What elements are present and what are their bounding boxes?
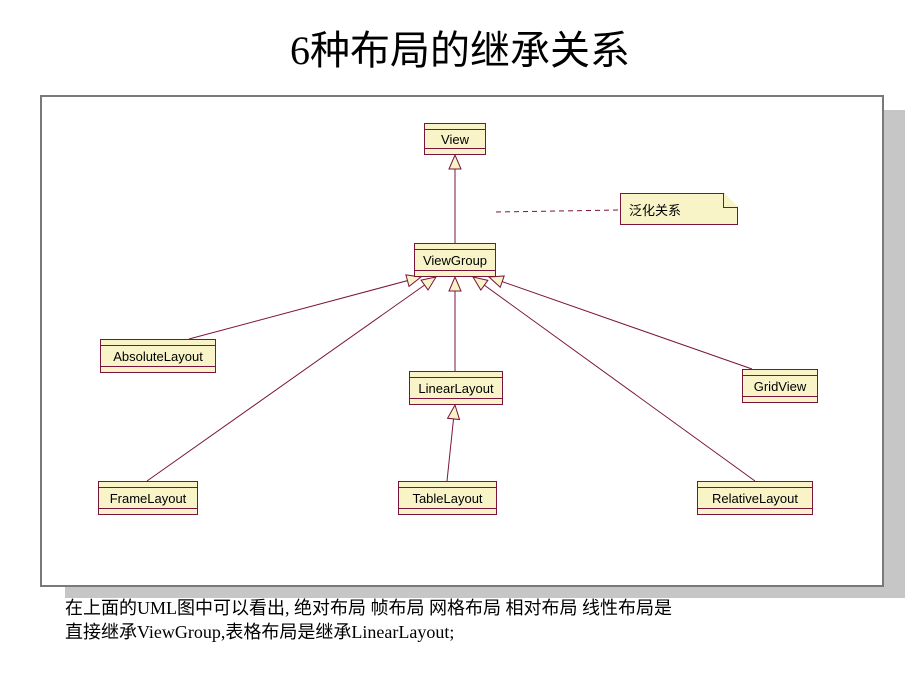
uml-node-relativelayout: RelativeLayout bbox=[697, 481, 813, 515]
uml-node-gridview: GridView bbox=[742, 369, 818, 403]
uml-node-label: ViewGroup bbox=[415, 249, 495, 271]
uml-node-label: AbsoluteLayout bbox=[101, 345, 215, 367]
generalization-edge bbox=[447, 405, 455, 481]
generalization-edge bbox=[473, 277, 755, 481]
uml-node-tablelayout: TableLayout bbox=[398, 481, 497, 515]
uml-node-label: View bbox=[425, 129, 485, 149]
uml-note-generalization: 泛化关系 bbox=[620, 193, 738, 225]
uml-node-framelayout: FrameLayout bbox=[98, 481, 198, 515]
uml-node-label: LinearLayout bbox=[410, 377, 502, 399]
uml-node-viewgroup: ViewGroup bbox=[414, 243, 496, 277]
generalization-edge bbox=[189, 277, 421, 339]
generalization-edge bbox=[489, 277, 752, 369]
note-anchor-edge bbox=[496, 210, 620, 212]
uml-node-label: RelativeLayout bbox=[698, 487, 812, 509]
uml-node-linearlayout: LinearLayout bbox=[409, 371, 503, 405]
slide-caption: 在上面的UML图中可以看出, 绝对布局 帧布局 网格布局 相对布局 线性布局是 … bbox=[65, 596, 672, 645]
caption-line-2: 直接继承ViewGroup,表格布局是继承LinearLayout; bbox=[65, 622, 454, 642]
uml-node-view: View bbox=[424, 123, 486, 155]
generalization-edge bbox=[147, 277, 436, 481]
uml-node-label: GridView bbox=[743, 375, 817, 397]
caption-line-1: 在上面的UML图中可以看出, 绝对布局 帧布局 网格布局 相对布局 线性布局是 bbox=[65, 598, 672, 618]
uml-node-label: FrameLayout bbox=[99, 487, 197, 509]
uml-node-absolutelayout: AbsoluteLayout bbox=[100, 339, 216, 373]
uml-node-label: TableLayout bbox=[399, 487, 496, 509]
